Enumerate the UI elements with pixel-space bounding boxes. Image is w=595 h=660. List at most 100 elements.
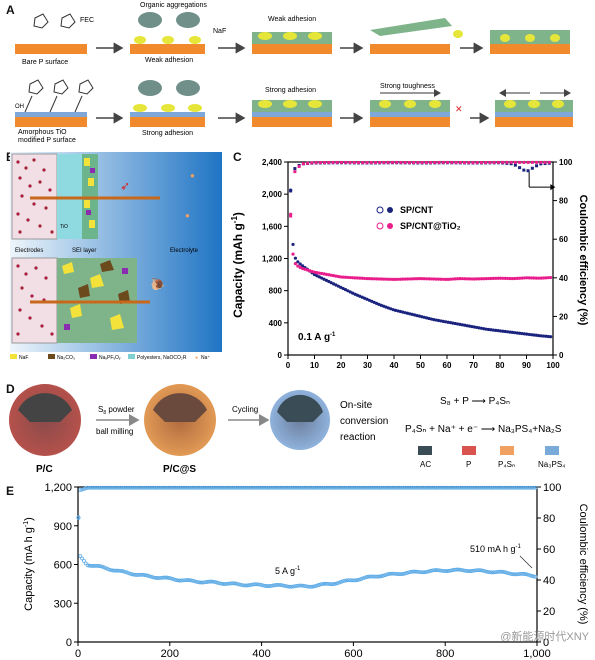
chart-c-capacity-point — [458, 322, 462, 326]
chart-e-ce-point — [212, 485, 217, 490]
chart-e-ce-point — [168, 485, 173, 490]
chart-c-capacity-point — [320, 271, 324, 276]
chart-c-capacity-point — [346, 289, 350, 293]
chart-c-capacity-point — [312, 272, 317, 277]
chart-e-ce-point — [127, 485, 132, 490]
chart-e-capacity-point — [362, 575, 367, 580]
chart-c-capacity-point — [384, 277, 388, 281]
chart-e-y2label: Coulombic efficiency (%) — [577, 504, 589, 625]
chart-e-capacity-point — [243, 583, 248, 588]
chart-e-capacity-point — [115, 568, 119, 573]
chart-c-xtick-label: 0 — [286, 361, 291, 370]
chart-e-capacity-point — [322, 581, 327, 586]
chart-e-ce-point — [120, 485, 125, 490]
chart-c-ce-point — [462, 161, 466, 165]
chart-e-ce-point — [533, 485, 538, 490]
chart-c-xtick-label: 100 — [546, 361, 560, 370]
chart-e-capacity-point — [412, 569, 417, 574]
chart-c-ce-point — [513, 160, 517, 164]
chart-c-ce-point — [471, 161, 475, 165]
chart-e-capacity-point — [465, 569, 470, 573]
chart-c-ce-point — [522, 160, 526, 164]
chart-e-capacity-point — [280, 583, 285, 588]
weak-adhesion-label-1: Weak adhesion — [145, 57, 193, 64]
chart-e-capacity-point — [373, 574, 378, 579]
chart-e-ce-point — [175, 485, 180, 490]
chart-c-capacity-point — [386, 277, 391, 281]
chart-e-capacity-point — [195, 580, 200, 584]
chart-c-capacity-point — [341, 286, 345, 291]
chart-e-ce-point — [326, 485, 331, 490]
chart-c-capacity-point — [525, 332, 529, 336]
chart-e-ce-point — [478, 485, 483, 490]
chart-c-ce-point — [475, 161, 479, 165]
chart-e-y2tick-label: 0 — [543, 637, 549, 649]
chart-e-capacity-point — [190, 578, 195, 583]
panel-a-label: A — [6, 3, 15, 17]
chart-e-capacity-point — [307, 584, 312, 589]
chart-c-ce-point — [331, 160, 335, 164]
chart-e-ce-point — [430, 485, 435, 490]
chart-e-ce-point — [256, 485, 261, 490]
chart-e-xtick-label: 0 — [75, 648, 81, 660]
chart-e-ce-point — [405, 485, 410, 490]
tio2-label: TiO — [60, 224, 68, 230]
chart-e-ce-point — [396, 485, 400, 490]
fec-molecule-icon — [33, 13, 76, 29]
chart-c-ce-point — [390, 160, 394, 164]
chart-e-capacity-point — [344, 578, 349, 583]
chart-c-ce-point — [356, 161, 360, 165]
legend-p: P — [466, 460, 471, 469]
chart-e-capacity-point — [399, 572, 404, 577]
chart-e-ce-point — [403, 485, 408, 490]
chart-c-capacity-point — [334, 274, 338, 278]
chart-c-capacity-point — [410, 277, 414, 281]
reaction-label: reaction — [340, 432, 376, 443]
chart-e-capacity-point — [263, 584, 268, 588]
chart-e-ce-point — [133, 485, 138, 490]
chart-e-ce-point — [357, 485, 362, 490]
chart-e-ytick-label: 300 — [54, 598, 72, 610]
chart-e-capacity-point — [252, 582, 257, 587]
chart-e-ylabel: Capacity (mA h g-1) — [23, 517, 35, 611]
chart-e-capacity-point — [118, 568, 123, 573]
chart-c-capacity-point — [451, 277, 455, 281]
chart-c-frame — [287, 161, 554, 356]
chart-c-capacity-point — [439, 319, 443, 323]
legend-ac: AC — [420, 460, 431, 469]
chart-c-capacity-point — [360, 276, 364, 280]
chart-e-ce-point — [267, 485, 272, 490]
chart-e-capacity-point — [256, 582, 261, 587]
chart-e-ce-point — [76, 516, 81, 520]
chart-e-capacity-point — [245, 583, 250, 588]
chart-e-ce-point — [85, 485, 90, 490]
chart-e-capacity-point — [278, 583, 283, 587]
chart-e-ce-point — [476, 485, 481, 490]
panel-d-label: D — [6, 382, 15, 396]
chart-e-capacity-point — [392, 571, 397, 576]
chart-e-ce-point — [445, 485, 450, 490]
chart-c-capacity-point — [429, 277, 433, 281]
chart-e-ce-point — [502, 485, 507, 490]
chart-e-ce-point — [111, 485, 116, 490]
chart-e-capacity-point — [267, 584, 272, 588]
s8-powder-label: S8 powder — [98, 405, 135, 416]
chart-c-capacity-point — [460, 323, 464, 327]
chart-e-capacity-point — [183, 578, 187, 583]
chart-c-capacity-point — [477, 326, 481, 330]
chart-e-capacity-point — [515, 572, 520, 577]
chart-e-ce-point — [447, 485, 452, 490]
chart-e-capacity-point — [533, 574, 538, 579]
chart-c-capacity-point — [334, 283, 338, 287]
chart-e-ce-point — [245, 485, 250, 490]
chart-e-capacity-point — [372, 574, 376, 579]
chart-c-capacity-point — [539, 276, 543, 280]
chart-e-capacity-point — [335, 581, 340, 586]
chart-e-ce-point — [183, 485, 187, 490]
chart-c-capacity-point — [475, 277, 479, 281]
chart-e-ce-point — [155, 485, 160, 490]
chart-e-capacity-point — [254, 582, 259, 587]
chart-e-ce-point — [144, 485, 149, 490]
chart-e-capacity-point — [498, 569, 503, 574]
chart-c-ce-point — [293, 170, 297, 174]
